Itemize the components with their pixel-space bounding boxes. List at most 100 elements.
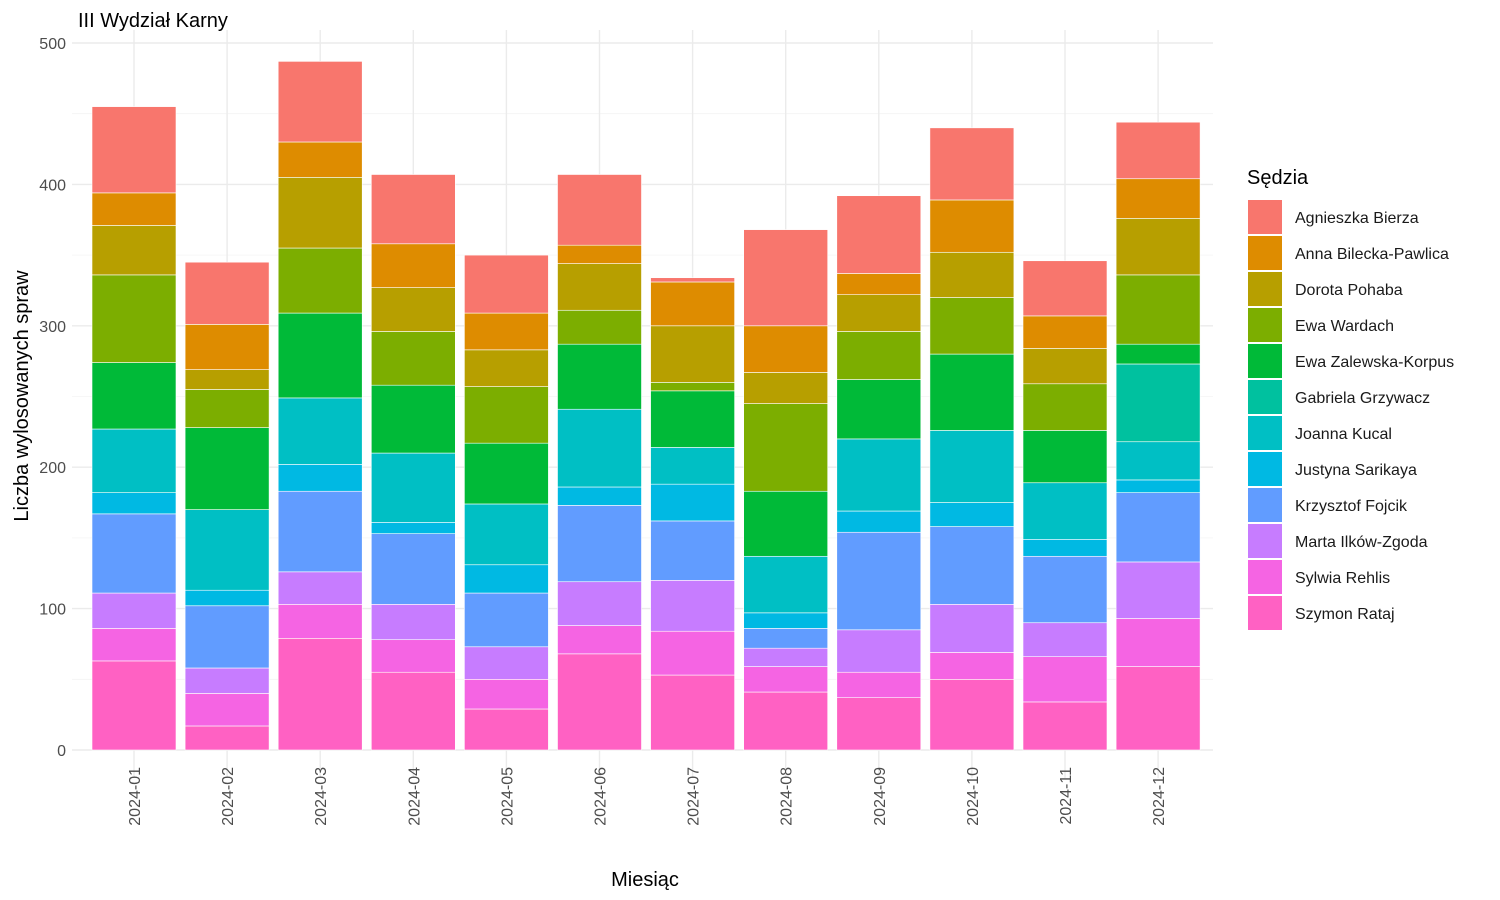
bar-segment: [370, 287, 456, 332]
bar-segment: [557, 653, 642, 751]
legend-label: Justyna Sarikaya: [1295, 462, 1417, 479]
bar-segment: [650, 325, 735, 383]
bar-segment: [650, 281, 735, 327]
bar-segment: [91, 274, 177, 363]
bar-segment: [743, 372, 829, 404]
bar-segment: [929, 652, 1015, 680]
x-tick-label: 2024-05: [499, 767, 516, 826]
bar-segment: [464, 592, 549, 648]
bar-segment: [929, 353, 1015, 431]
bar-segment: [370, 604, 456, 641]
bar-segment: [464, 254, 549, 314]
legend-swatch: [1248, 272, 1282, 306]
bar-segment: [836, 629, 922, 673]
legend-label: Agnieszka Bierza: [1295, 210, 1419, 227]
bar-segment: [836, 438, 922, 512]
bar-segment: [743, 555, 829, 614]
bar-segment: [650, 674, 735, 751]
bar-segment: [650, 520, 735, 581]
legend-label: Szymon Rataj: [1295, 606, 1395, 623]
bar-segment: [743, 691, 829, 751]
bar-segment: [1115, 479, 1201, 493]
bar-segment: [1115, 561, 1201, 619]
legend-swatch: [1248, 344, 1282, 378]
bar-segment: [1022, 348, 1108, 385]
y-tick-label: 100: [39, 602, 66, 619]
bar-segment: [929, 502, 1015, 527]
bar-segment: [1022, 315, 1108, 349]
y-axis-ticks: 0 100 200 300 400 500: [39, 36, 66, 760]
x-tick-label: 2024-08: [779, 767, 796, 826]
bar-segment: [464, 349, 549, 387]
legend-label: Ewa Wardach: [1295, 318, 1394, 335]
bar-segment: [277, 397, 363, 465]
bar-segment: [1022, 260, 1108, 317]
bar-segment: [1115, 121, 1201, 180]
bar-segment: [836, 531, 922, 631]
bar-segment: [91, 362, 177, 430]
bar-segment: [184, 324, 270, 370]
chart-title: III Wydział Karny: [78, 10, 228, 32]
bar-segment: [277, 312, 363, 399]
bar-segment: [557, 408, 642, 488]
bar-segment: [370, 384, 456, 454]
bar-segment: [650, 390, 735, 448]
bar-segment: [1115, 492, 1201, 563]
bar-segment: [836, 671, 922, 698]
bar-segment: [370, 331, 456, 386]
bar-segment: [184, 427, 270, 510]
bar-segment: [1022, 656, 1108, 703]
bar-segment: [650, 580, 735, 632]
bar-segment: [1022, 383, 1108, 431]
bar-segment: [743, 403, 829, 492]
bar-segment: [743, 229, 829, 327]
bars: [91, 61, 1201, 751]
bar-segment: [277, 571, 363, 605]
bar-segment: [743, 490, 829, 557]
bar-segment: [929, 127, 1015, 201]
bar-segment: [557, 263, 642, 311]
bar-segment: [1022, 430, 1108, 484]
legend-swatch: [1248, 236, 1282, 270]
bar-segment: [743, 628, 829, 649]
bar-segment: [184, 389, 270, 428]
legend-swatch: [1248, 452, 1282, 486]
bar-segment: [184, 693, 270, 727]
bar-segment: [464, 312, 549, 351]
bar-segment: [929, 199, 1015, 253]
bar-segment: [464, 678, 549, 710]
bar-segment: [650, 277, 735, 283]
legend-label: Marta Ilków-Zgoda: [1295, 534, 1428, 551]
bar-segment: [184, 667, 270, 694]
bar-segment: [464, 386, 549, 444]
bar-segment: [929, 430, 1015, 503]
x-tick-label: 2024-07: [686, 767, 703, 826]
x-tick-label: 2024-12: [1151, 767, 1168, 826]
bar-segment: [1115, 343, 1201, 365]
bar-segment: [836, 195, 922, 274]
bar-segment: [370, 522, 456, 534]
bar-segment: [1115, 274, 1201, 345]
bar-segment: [184, 261, 270, 325]
bar-segment: [91, 428, 177, 493]
bar-segment: [277, 247, 363, 314]
bar-segment: [464, 646, 549, 680]
bar-segment: [184, 589, 270, 607]
bar-segment: [1115, 178, 1201, 219]
bar-segment: [557, 505, 642, 583]
bar-segment: [1115, 441, 1201, 481]
bar-segment: [277, 637, 363, 751]
bar-segment: [277, 490, 363, 573]
bar-segment: [91, 628, 177, 662]
y-tick-label: 500: [39, 36, 66, 53]
bar-segment: [557, 486, 642, 506]
bar-segment: [557, 343, 642, 410]
bar-segment: [1115, 218, 1201, 276]
bar-segment: [464, 708, 549, 751]
bar-segment: [277, 604, 363, 639]
legend: Sędzia Agnieszka Bierza Anna Bilecka-Pawl…: [1247, 167, 1454, 630]
bar-segment: [370, 174, 456, 245]
bar-segment: [184, 605, 270, 669]
bar-segment: [184, 509, 270, 591]
bar-segment: [557, 244, 642, 264]
